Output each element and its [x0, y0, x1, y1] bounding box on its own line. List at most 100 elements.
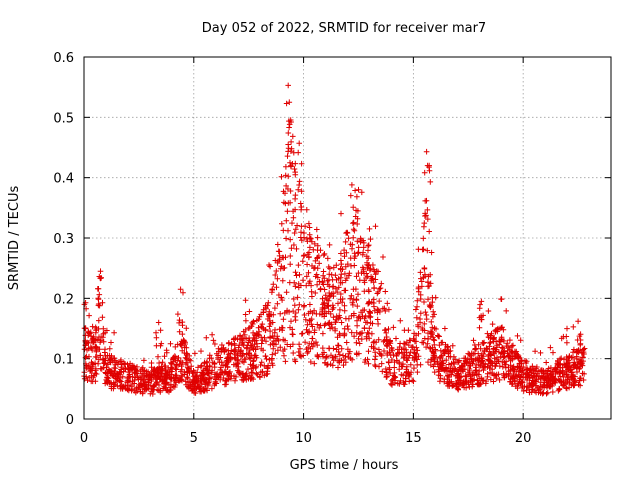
data-point	[503, 371, 509, 378]
data-point	[401, 345, 407, 351]
data-point	[84, 347, 90, 353]
data-point	[348, 192, 354, 199]
data-point	[561, 383, 567, 389]
data-point	[414, 369, 421, 375]
data-point	[278, 263, 285, 270]
data-point	[475, 381, 482, 387]
data-point	[273, 284, 280, 291]
data-point	[124, 378, 131, 384]
data-point	[252, 346, 259, 353]
data-point	[355, 250, 361, 257]
data-point	[284, 208, 291, 215]
data-point	[99, 299, 106, 306]
data-point	[96, 273, 103, 280]
data-point	[280, 254, 287, 261]
data-point	[224, 371, 230, 377]
data-point	[462, 373, 469, 379]
data-point	[421, 327, 428, 334]
data-point	[400, 379, 407, 386]
data-point	[321, 349, 327, 356]
data-point	[581, 371, 587, 377]
data-point	[435, 372, 442, 378]
data-point	[405, 355, 411, 361]
data-point	[279, 324, 285, 331]
data-point	[426, 302, 433, 308]
data-point	[86, 375, 92, 381]
data-point	[307, 278, 313, 285]
data-point	[260, 309, 267, 315]
data-point	[290, 308, 296, 314]
data-point	[234, 360, 241, 366]
data-point	[290, 350, 296, 356]
data-point	[470, 358, 477, 364]
data-point	[290, 331, 296, 338]
data-point	[564, 339, 570, 346]
data-point	[250, 318, 257, 325]
data-point	[357, 315, 364, 322]
data-point	[438, 355, 444, 361]
data-point	[153, 329, 159, 336]
data-point	[434, 361, 441, 367]
data-point	[486, 365, 493, 371]
data-point	[413, 356, 419, 362]
data-point	[340, 362, 347, 368]
data-point	[571, 361, 577, 368]
data-point	[523, 358, 530, 365]
data-point	[96, 317, 102, 324]
data-point	[326, 242, 333, 248]
data-point	[558, 355, 564, 361]
data-point	[111, 370, 118, 376]
data-point	[387, 352, 394, 358]
data-point	[339, 299, 345, 305]
data-point	[520, 388, 527, 394]
data-point	[351, 255, 358, 261]
data-point	[247, 376, 254, 382]
data-point	[202, 381, 208, 388]
data-point	[428, 356, 434, 363]
data-point	[517, 360, 523, 367]
data-point	[179, 347, 185, 354]
data-point	[129, 373, 136, 380]
data-point	[118, 366, 124, 373]
data-point	[303, 346, 310, 352]
data-point	[386, 306, 392, 313]
data-point	[239, 337, 245, 343]
data-point	[445, 344, 451, 350]
data-point	[301, 312, 308, 318]
data-point	[125, 377, 131, 383]
data-point	[321, 322, 328, 329]
data-point	[418, 275, 424, 282]
data-point	[283, 218, 290, 224]
data-point	[476, 355, 483, 362]
data-point	[287, 188, 294, 194]
data-point	[358, 330, 364, 337]
data-point	[258, 359, 265, 365]
data-point	[272, 305, 278, 311]
data-point	[336, 284, 342, 291]
data-point	[274, 276, 281, 282]
data-point	[516, 377, 523, 383]
data-point	[278, 294, 285, 301]
data-point	[427, 272, 433, 278]
data-point	[563, 369, 570, 375]
data-point	[471, 376, 477, 383]
data-point	[313, 271, 320, 278]
data-point	[366, 299, 373, 306]
data-point	[430, 308, 436, 315]
plot-frame	[83, 56, 612, 420]
data-point	[198, 378, 204, 384]
data-point	[288, 318, 294, 324]
data-point	[347, 355, 354, 361]
data-point	[410, 335, 417, 342]
data-point	[203, 335, 210, 341]
data-point	[338, 345, 345, 352]
data-point	[346, 350, 352, 357]
data-point	[269, 351, 276, 358]
data-point	[288, 245, 295, 251]
data-point	[429, 299, 436, 305]
data-point	[259, 321, 266, 327]
data-point	[529, 377, 536, 384]
data-point	[496, 377, 503, 383]
data-point	[415, 331, 422, 337]
data-point	[199, 370, 206, 377]
